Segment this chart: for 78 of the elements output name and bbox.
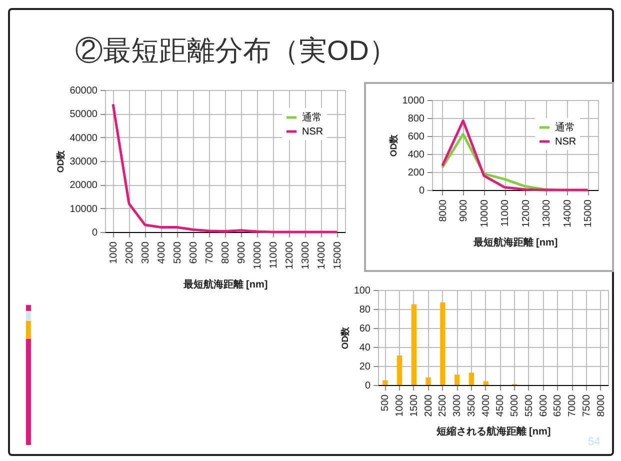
x-tick-label: 11000 — [500, 199, 512, 227]
x-tick-label: 6000 — [538, 394, 550, 417]
x-tick-label: 1500 — [408, 394, 420, 417]
x-tick-label: 10000 — [252, 241, 264, 270]
x-axis-title: 最短航海距離 [nm] — [472, 236, 558, 248]
bar — [411, 304, 417, 385]
x-tick-label: 2000 — [423, 394, 434, 417]
x-tick-label: 11000 — [268, 241, 280, 269]
x-tick-label: 15000 — [332, 241, 344, 270]
x-tick-label: 3000 — [140, 241, 152, 264]
x-tick-label: 8000 — [596, 394, 607, 417]
y-tick-label: 60 — [359, 324, 371, 334]
y-tick-label: 0 — [418, 186, 425, 196]
x-tick-label: 15000 — [583, 199, 594, 228]
x-tick-label: 6500 — [552, 394, 564, 417]
x-tick-label: 12000 — [520, 199, 532, 228]
y-tick-label: 800 — [408, 114, 425, 124]
x-axis-title: 短縮される航海距離 [nm] — [435, 426, 551, 438]
x-tick-label: 12000 — [284, 241, 296, 270]
x-tick-label: 3500 — [466, 394, 478, 417]
line-series — [112, 102, 338, 234]
line-series — [441, 119, 589, 192]
x-tick-label: 2500 — [438, 394, 449, 417]
x-tick-label: 5500 — [524, 394, 535, 417]
x-tick-label: 4000 — [480, 394, 492, 417]
legend-label: NSR — [302, 126, 324, 138]
x-tick-label: 4500 — [495, 394, 506, 417]
y-tick-label: 50000 — [70, 109, 98, 120]
x-tick-label: 7000 — [204, 241, 216, 264]
x-tick-label: 13000 — [300, 241, 312, 270]
text: 54 — [588, 436, 600, 448]
x-tick-label: 10000 — [479, 199, 490, 228]
y-tick-label: 200 — [408, 168, 425, 178]
legend-label: NSR — [555, 136, 576, 148]
y-axis-title: OD数 — [388, 133, 398, 157]
x-tick-label: 6000 — [188, 241, 200, 264]
y-tick-label: 30000 — [70, 156, 98, 168]
bar — [426, 377, 431, 385]
y-axis-title: OD数 — [340, 326, 350, 350]
x-tick-label: 9000 — [458, 199, 470, 222]
x-tick-label: 8000 — [220, 241, 232, 264]
x-tick-label: 13000 — [542, 199, 553, 228]
y-tick-label: 0 — [364, 380, 371, 392]
bar — [396, 356, 402, 385]
y-tick-label: 600 — [408, 132, 425, 142]
y-tick-label: 100 — [354, 286, 371, 296]
y-tick-label: 40000 — [70, 132, 98, 144]
y-tick-label: 80 — [359, 304, 371, 316]
y-tick-label: 20000 — [70, 180, 98, 192]
bar — [454, 374, 460, 385]
y-axis-title: OD数 — [56, 149, 66, 173]
bar — [440, 302, 446, 385]
x-axis-title: 最短航海距離 [nm] — [182, 278, 268, 290]
y-tick-label: 20 — [359, 362, 371, 372]
x-tick-label: 9000 — [236, 241, 248, 264]
x-tick-label: 8000 — [438, 199, 449, 222]
x-tick-label: 7000 — [567, 394, 578, 417]
x-tick-label: 500 — [380, 394, 392, 412]
legend-label: 通常 — [302, 112, 322, 124]
x-tick-label: 14000 — [562, 199, 574, 228]
y-tick-label: 400 — [408, 150, 425, 160]
chart-title: ②最短距離分布（実OD） — [75, 34, 397, 68]
bar — [483, 381, 488, 385]
x-tick-label: 5000 — [172, 241, 184, 264]
x-tick-label: 3000 — [452, 394, 464, 417]
bar — [468, 372, 474, 385]
x-tick-label: 2000 — [124, 241, 136, 264]
x-tick-label: 4000 — [156, 241, 168, 264]
x-tick-label: 7500 — [581, 394, 592, 417]
x-tick-label: 14000 — [316, 241, 328, 270]
y-tick-label: 0 — [92, 228, 98, 238]
y-tick-label: 1000 — [402, 96, 425, 106]
x-tick-label: 1000 — [108, 241, 120, 264]
bar — [382, 380, 388, 385]
y-tick-label: 40 — [359, 342, 371, 354]
x-tick-label: 5000 — [510, 394, 521, 417]
legend-label: 通常 — [555, 122, 575, 134]
y-tick-label: 60000 — [70, 86, 98, 96]
